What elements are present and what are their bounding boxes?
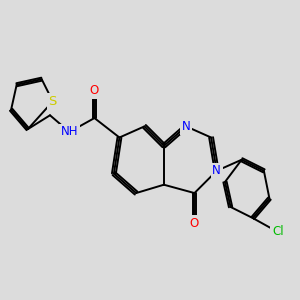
Text: N: N [182, 120, 190, 133]
Text: S: S [49, 95, 57, 108]
Text: O: O [90, 84, 99, 97]
Text: O: O [190, 217, 199, 230]
Text: NH: NH [61, 125, 78, 138]
Text: Cl: Cl [272, 225, 284, 239]
Text: N: N [212, 164, 221, 177]
